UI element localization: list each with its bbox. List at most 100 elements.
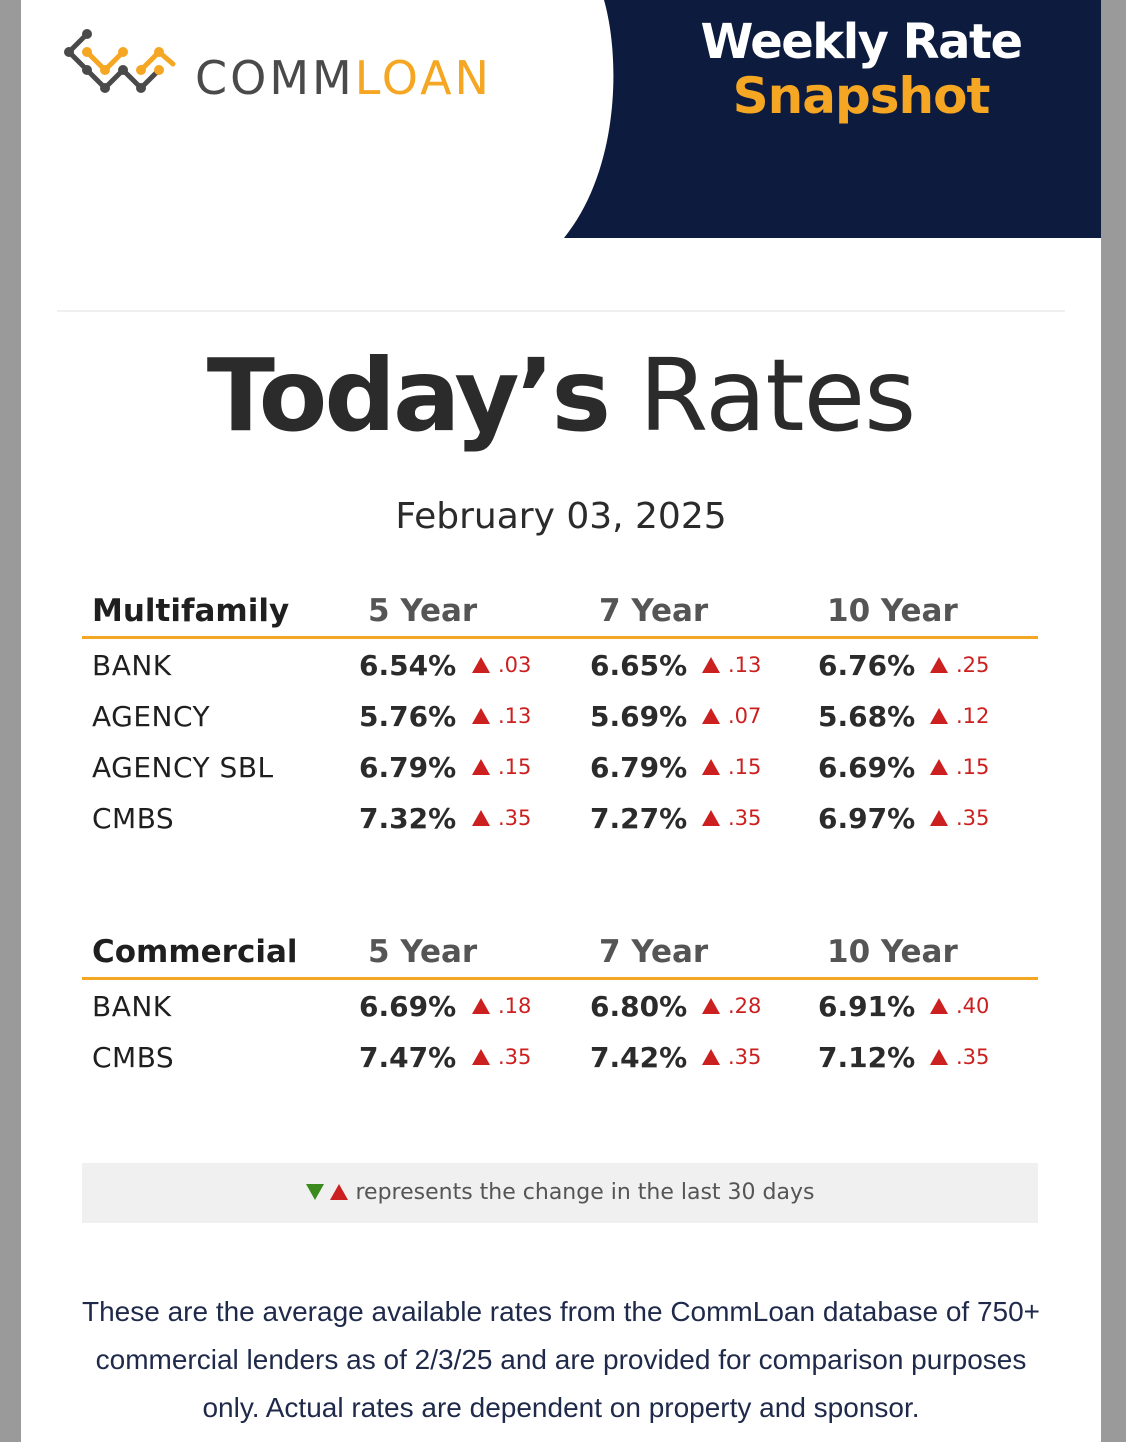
change-5-year: .18 xyxy=(472,981,531,1032)
row-label: AGENCY SBL xyxy=(92,751,274,784)
disclaimer-line: These are the average available rates fr… xyxy=(81,1296,1041,1327)
triangle-up-icon xyxy=(930,810,948,826)
change-value: .35 xyxy=(728,1045,762,1069)
row-label: CMBS xyxy=(92,1041,175,1074)
table-row: AGENCY SBL 6.79% .15 6.79% .15 6.69% .15 xyxy=(82,742,1038,793)
rate-7-year: 7.42% xyxy=(590,1041,688,1074)
change-value: .35 xyxy=(956,1045,990,1069)
table-header: Multifamily 5 Year 7 Year 10 Year xyxy=(82,588,1038,639)
change-value: .13 xyxy=(728,653,762,677)
change-7-year: .28 xyxy=(702,981,761,1032)
row-label: CMBS xyxy=(92,802,175,835)
triangle-down-icon xyxy=(305,1184,324,1200)
column-10-year: 10 Year xyxy=(827,934,958,970)
row-label: BANK xyxy=(92,649,172,682)
commercial-table: Commercial 5 Year 7 Year 10 Year BANK 6.… xyxy=(82,929,1038,1083)
change-value: .35 xyxy=(956,806,990,830)
table-category-heading: Commercial xyxy=(92,934,298,970)
table-row: AGENCY 5.76% .13 5.69% .07 5.68% .12 xyxy=(82,691,1038,742)
column-5-year: 5 Year xyxy=(368,934,478,970)
change-value: .03 xyxy=(498,653,532,677)
column-10-year: 10 Year xyxy=(827,593,958,629)
rate-7-year: 6.65% xyxy=(590,649,688,682)
change-5-year: .03 xyxy=(472,640,531,691)
change-7-year: .07 xyxy=(702,691,761,742)
rate-5-year: 7.32% xyxy=(359,802,457,835)
disclaimer: These are the average available rates fr… xyxy=(81,1288,1041,1432)
rate-7-year: 5.69% xyxy=(590,700,688,733)
triangle-up-icon xyxy=(930,657,948,673)
change-10-year: .40 xyxy=(930,981,989,1032)
disclaimer-line: commercial lenders as of 2/3/25 and are … xyxy=(95,1344,1027,1375)
triangle-up-icon xyxy=(329,1184,348,1200)
page-title: Today’s Rates xyxy=(21,336,1101,456)
triangle-up-icon xyxy=(472,998,490,1014)
table-row: BANK 6.69% .18 6.80% .28 6.91% .40 xyxy=(82,981,1038,1032)
triangle-up-icon xyxy=(472,1049,490,1065)
triangle-up-icon xyxy=(702,810,720,826)
rate-10-year: 5.68% xyxy=(818,700,916,733)
rate-10-year: 6.97% xyxy=(818,802,916,835)
change-5-year: .13 xyxy=(472,691,531,742)
logo-loan-text: LOAN xyxy=(354,51,492,105)
rate-10-year: 6.69% xyxy=(818,751,916,784)
change-value: .35 xyxy=(498,806,532,830)
column-5-year: 5 Year xyxy=(368,593,478,629)
change-value: .35 xyxy=(728,806,762,830)
change-value: .25 xyxy=(956,653,990,677)
triangle-up-icon xyxy=(930,759,948,775)
table-row: BANK 6.54% .03 6.65% .13 6.76% .25 xyxy=(82,640,1038,691)
rate-10-year: 7.12% xyxy=(818,1041,916,1074)
rate-10-year: 6.91% xyxy=(818,990,916,1023)
change-value: .07 xyxy=(728,704,762,728)
triangle-up-icon xyxy=(702,1049,720,1065)
change-7-year: .15 xyxy=(702,742,761,793)
table-row: CMBS 7.32% .35 7.27% .35 6.97% .35 xyxy=(82,793,1038,844)
change-legend: represents the change in the last 30 day… xyxy=(82,1163,1038,1223)
commloan-logo[interactable]: COMMLOAN xyxy=(49,22,589,112)
triangle-up-icon xyxy=(472,708,490,724)
change-value: .12 xyxy=(956,704,990,728)
rate-10-year: 6.76% xyxy=(818,649,916,682)
triangle-up-icon xyxy=(472,657,490,673)
change-value: .40 xyxy=(956,994,990,1018)
change-5-year: .35 xyxy=(472,1032,531,1083)
section-divider xyxy=(57,310,1065,312)
rate-7-year: 6.79% xyxy=(590,751,688,784)
table-category-heading: Multifamily xyxy=(92,593,290,629)
triangle-up-icon xyxy=(930,1049,948,1065)
disclaimer-line: only. Actual rates are dependent on prop… xyxy=(202,1392,920,1423)
change-10-year: .15 xyxy=(930,742,989,793)
rate-5-year: 6.79% xyxy=(359,751,457,784)
column-7-year: 7 Year xyxy=(599,934,709,970)
change-10-year: .35 xyxy=(930,793,989,844)
change-5-year: .35 xyxy=(472,793,531,844)
email-body: COMMLOAN Weekly Rate Snapshot Today’s Ra… xyxy=(21,0,1101,1442)
network-logo-icon xyxy=(64,29,176,93)
change-value: .18 xyxy=(498,994,532,1018)
change-value: .35 xyxy=(498,1045,532,1069)
triangle-up-icon xyxy=(702,759,720,775)
change-value: .13 xyxy=(498,704,532,728)
logo-wordmark: COMMLOAN xyxy=(195,50,492,106)
change-value: .15 xyxy=(956,755,990,779)
triangle-up-icon xyxy=(472,759,490,775)
multifamily-table: Multifamily 5 Year 7 Year 10 Year BANK 6… xyxy=(82,588,1038,844)
rate-5-year: 7.47% xyxy=(359,1041,457,1074)
change-value: .28 xyxy=(728,994,762,1018)
triangle-up-icon xyxy=(702,657,720,673)
logo-comm-text: COMM xyxy=(195,51,355,105)
badge-title-line1: Weekly Rate xyxy=(700,14,1023,70)
change-7-year: .35 xyxy=(702,1032,761,1083)
title-light: Rates xyxy=(638,337,916,454)
header-navy-shape xyxy=(564,0,1101,238)
change-value: .15 xyxy=(728,755,762,779)
row-label: AGENCY xyxy=(92,700,211,733)
title-bold: Today’s xyxy=(206,337,611,454)
rate-7-year: 6.80% xyxy=(590,990,688,1023)
table-row: CMBS 7.47% .35 7.42% .35 7.12% .35 xyxy=(82,1032,1038,1083)
column-7-year: 7 Year xyxy=(599,593,709,629)
rates-date: February 03, 2025 xyxy=(395,496,727,537)
rate-7-year: 7.27% xyxy=(590,802,688,835)
rate-5-year: 5.76% xyxy=(359,700,457,733)
